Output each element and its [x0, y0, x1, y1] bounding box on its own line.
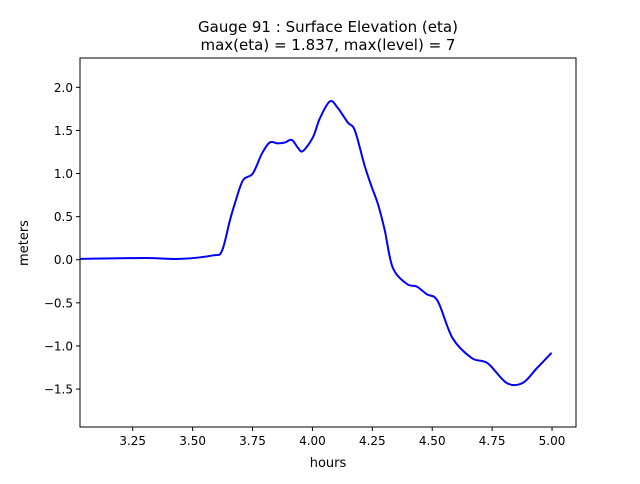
y-tick-label: 0.5 — [54, 210, 73, 224]
series-line-eta — [79, 100, 553, 387]
y-tick-label: 2.0 — [54, 81, 73, 95]
y-tick-label: −0.5 — [44, 296, 73, 310]
chart-title-line1: Gauge 91 : Surface Elevation (eta) — [198, 18, 458, 36]
y-tick-label: −1.0 — [44, 339, 73, 353]
chart-title-line2: max(eta) = 1.837, max(level) = 7 — [201, 36, 456, 54]
y-tick-label: 1.5 — [54, 124, 73, 138]
x-tick-label: 3.50 — [179, 434, 206, 448]
x-tick-label: 3.75 — [239, 434, 266, 448]
x-tick-label: 5.00 — [539, 434, 566, 448]
y-tick-label: 0.0 — [54, 253, 73, 267]
x-tick-label: 4.50 — [419, 434, 446, 448]
y-tick-label: −1.5 — [44, 383, 73, 397]
x-axis-label: hours — [310, 456, 347, 471]
y-tick-label: 1.0 — [54, 167, 73, 181]
x-tick-label: 3.25 — [119, 434, 146, 448]
x-tick-label: 4.00 — [299, 434, 326, 448]
axes-frame — [79, 57, 577, 428]
x-tick-label: 4.75 — [479, 434, 506, 448]
x-tick-label: 4.25 — [359, 434, 386, 448]
y-axis-label: meters — [17, 220, 32, 266]
